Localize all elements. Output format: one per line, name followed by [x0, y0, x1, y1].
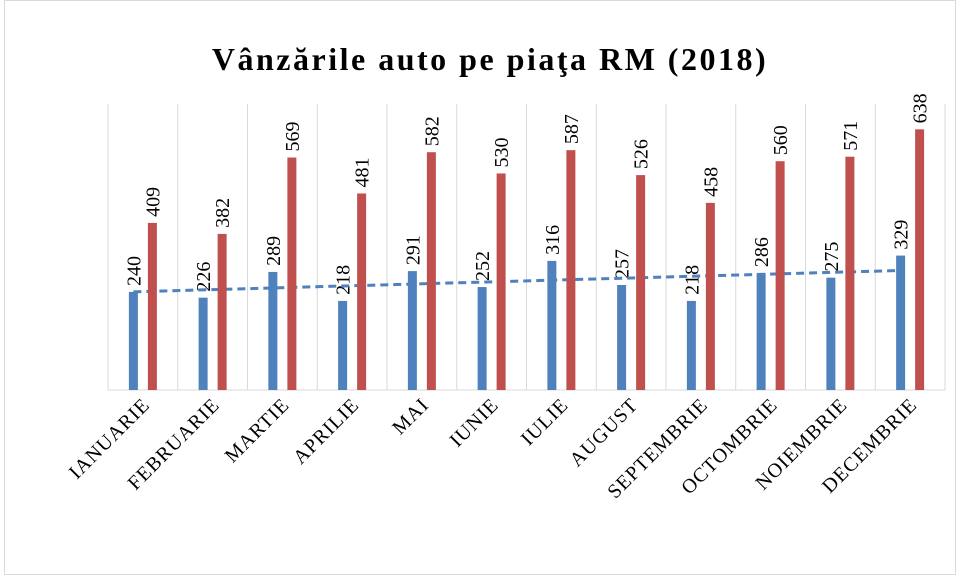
bar — [477, 287, 487, 390]
bar — [198, 297, 208, 390]
data-label: 569 — [282, 122, 304, 152]
data-label: 291 — [402, 235, 424, 265]
bar — [357, 193, 367, 390]
bar — [915, 129, 925, 390]
bar — [845, 156, 855, 390]
data-label: 481 — [352, 157, 374, 187]
data-label: 587 — [561, 114, 583, 144]
data-label: 252 — [472, 251, 494, 281]
data-label: 530 — [491, 137, 513, 167]
bar — [756, 273, 766, 390]
bar — [268, 271, 278, 390]
data-label: 329 — [891, 220, 913, 250]
bar — [775, 161, 785, 390]
trendline — [133, 268, 901, 294]
data-label: 560 — [770, 125, 792, 155]
data-label: 382 — [212, 198, 234, 228]
bar — [217, 233, 227, 390]
bar — [566, 150, 576, 390]
data-label: 226 — [193, 262, 215, 292]
data-label: 218 — [681, 265, 703, 295]
data-label: 316 — [542, 225, 564, 255]
bar — [287, 157, 297, 390]
x-tick-label: IUNIE — [446, 394, 504, 452]
bar — [128, 291, 138, 390]
data-label: 458 — [700, 167, 722, 197]
chart-title: Vânzările auto pe piaţa RM (2018) — [212, 41, 768, 77]
data-label: 218 — [333, 265, 355, 295]
bar — [686, 300, 696, 390]
data-label: 526 — [631, 139, 653, 169]
data-label: 289 — [263, 236, 285, 266]
bar — [617, 284, 627, 390]
data-label: 257 — [612, 249, 634, 279]
x-tick-label: IULIE — [517, 394, 573, 450]
bar — [636, 175, 646, 390]
bar — [147, 222, 157, 390]
data-label: 571 — [840, 121, 862, 151]
data-label: 638 — [910, 93, 932, 123]
bar — [426, 152, 436, 390]
bar — [496, 173, 506, 390]
bar — [338, 300, 348, 390]
x-tick-label: MAI — [388, 394, 433, 439]
bar — [705, 202, 715, 390]
data-label: 240 — [123, 256, 145, 286]
bar — [826, 277, 836, 390]
x-tick-label: APRILIE — [289, 394, 364, 469]
data-label: 409 — [142, 187, 164, 217]
data-label: 582 — [421, 116, 443, 146]
bar — [547, 260, 557, 390]
bar — [407, 271, 417, 390]
bar — [896, 255, 906, 390]
x-tick-label: MARTIE — [221, 394, 294, 467]
data-label: 286 — [751, 237, 773, 267]
data-label: 275 — [821, 242, 843, 272]
